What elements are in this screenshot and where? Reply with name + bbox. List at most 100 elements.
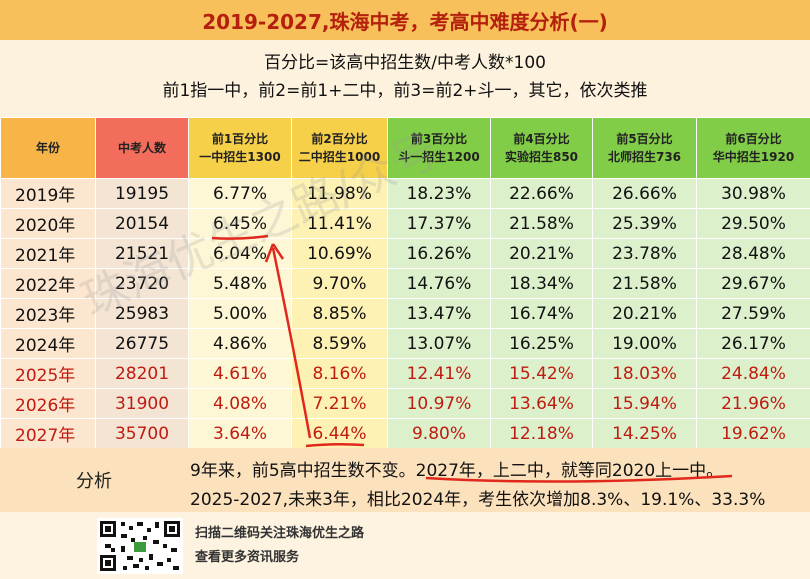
table-row: 2023年 25983 5.00% 8.85% 13.47% 16.74% 20… — [0, 298, 810, 329]
cell-percent: 19.00% — [592, 328, 697, 359]
cell-year: 2027年 — [0, 418, 96, 449]
table-row: 2019年 19195 6.77% 11.98% 18.23% 22.66% 2… — [0, 178, 810, 209]
analysis-label: 分析 — [76, 471, 112, 492]
formula-line-2: 前1指一中，前2=前1+二中，前3=前2+斗一，其它，依次类推 — [162, 81, 648, 101]
cell-percent: 20.21% — [592, 298, 697, 329]
cell-percent: 21.58% — [490, 208, 593, 239]
header-count: 中考人数 — [95, 117, 189, 179]
cell-percent: 13.64% — [490, 388, 593, 419]
cell-percent: 30.98% — [696, 178, 810, 209]
header-top3: 前3百分比 斗一招生1200 — [387, 117, 491, 179]
cell-count: 19195 — [95, 178, 189, 209]
qr-caption-line-2: 查看更多资讯服务 — [195, 550, 300, 565]
cell-year: 2020年 — [0, 208, 96, 239]
cell-percent: 9.70% — [291, 268, 388, 299]
cell-percent: 20.21% — [490, 238, 593, 269]
cell-count: 31900 — [95, 388, 189, 419]
formula-box: 百分比=该高中招生数/中考人数*100 前1指一中，前2=前1+二中，前3=前2… — [0, 40, 810, 117]
header-year: 年份 — [0, 117, 96, 179]
analysis-box: 分析 9年来，前5高中招生数不变。2027年，上二中，就等同2020上一中。 2… — [0, 448, 810, 512]
cell-percent: 11.98% — [291, 178, 388, 209]
cell-percent: 4.61% — [188, 358, 292, 389]
cell-percent: 6.04% — [188, 238, 292, 269]
cell-percent: 11.41% — [291, 208, 388, 239]
table-row: 2020年 20154 6.45% 11.41% 17.37% 21.58% 2… — [0, 208, 810, 239]
cell-count: 35700 — [95, 418, 189, 449]
cell-percent: 24.84% — [696, 358, 810, 389]
cell-percent: 6.45% — [188, 208, 292, 239]
header-top6: 前6百分比 华中招生1920 — [696, 117, 810, 179]
page-title: 2019-2027,珠海中考，考高中难度分析(一) — [0, 0, 810, 40]
cell-percent: 7.21% — [291, 388, 388, 419]
cell-count: 20154 — [95, 208, 189, 239]
cell-percent: 22.66% — [490, 178, 593, 209]
cell-percent: 21.58% — [592, 268, 697, 299]
cell-percent: 16.74% — [490, 298, 593, 329]
cell-percent: 5.48% — [188, 268, 292, 299]
qr-code-icon — [97, 518, 183, 574]
cell-year: 2025年 — [0, 358, 96, 389]
cell-percent: 15.94% — [592, 388, 697, 419]
table-row: 2027年 35700 3.64% 6.44% 9.80% 12.18% 14.… — [0, 418, 810, 449]
table-header-row: 年份 中考人数 前1百分比 一中招生1300 前2百分比 二中招生1000 前3百分… — [0, 117, 810, 179]
cell-percent: 26.17% — [696, 328, 810, 359]
cell-percent: 23.78% — [592, 238, 697, 269]
cell-percent: 8.16% — [291, 358, 388, 389]
cell-percent: 13.47% — [387, 298, 491, 329]
cell-percent: 16.25% — [490, 328, 593, 359]
cell-percent: 18.03% — [592, 358, 697, 389]
formula-line-1: 百分比=该高中招生数/中考人数*100 — [264, 53, 546, 73]
cell-year: 2021年 — [0, 238, 96, 269]
cell-percent: 29.50% — [696, 208, 810, 239]
table-row: 2021年 21521 6.04% 10.69% 16.26% 20.21% 2… — [0, 238, 810, 269]
cell-percent: 21.96% — [696, 388, 810, 419]
cell-percent: 4.08% — [188, 388, 292, 419]
cell-percent: 6.77% — [188, 178, 292, 209]
cell-percent: 9.80% — [387, 418, 491, 449]
cell-year: 2022年 — [0, 268, 96, 299]
cell-percent: 29.67% — [696, 268, 810, 299]
cell-percent: 17.37% — [387, 208, 491, 239]
cell-percent: 27.59% — [696, 298, 810, 329]
cell-percent: 10.97% — [387, 388, 491, 419]
cell-percent: 18.23% — [387, 178, 491, 209]
cell-percent: 8.59% — [291, 328, 388, 359]
table-row: 2025年 28201 4.61% 8.16% 12.41% 15.42% 18… — [0, 358, 810, 389]
table-row: 2026年 31900 4.08% 7.21% 10.97% 13.64% 15… — [0, 388, 810, 419]
cell-year: 2023年 — [0, 298, 96, 329]
cell-percent: 12.41% — [387, 358, 491, 389]
percentage-table: 年份 中考人数 前1百分比 一中招生1300 前2百分比 二中招生1000 前3百分… — [0, 117, 810, 449]
cell-percent: 14.76% — [387, 268, 491, 299]
cell-percent: 25.39% — [592, 208, 697, 239]
cell-percent: 15.42% — [490, 358, 593, 389]
cell-percent: 18.34% — [490, 268, 593, 299]
analysis-line-2: 2025-2027,未来3年，相比2024年，考生依次增加8.3%、19.1%、… — [190, 490, 766, 510]
table-row: 2022年 23720 5.48% 9.70% 14.76% 18.34% 21… — [0, 268, 810, 299]
cell-count: 23720 — [95, 268, 189, 299]
cell-count: 25983 — [95, 298, 189, 329]
header-top4: 前4百分比 实验招生850 — [490, 117, 593, 179]
cell-percent: 28.48% — [696, 238, 810, 269]
header-top5: 前5百分比 北师招生736 — [592, 117, 697, 179]
cell-percent: 13.07% — [387, 328, 491, 359]
cell-percent: 14.25% — [592, 418, 697, 449]
cell-percent: 5.00% — [188, 298, 292, 329]
cell-year: 2026年 — [0, 388, 96, 419]
cell-percent: 16.26% — [387, 238, 491, 269]
cell-percent: 10.69% — [291, 238, 388, 269]
cell-count: 21521 — [95, 238, 189, 269]
cell-year: 2024年 — [0, 328, 96, 359]
cell-percent: 26.66% — [592, 178, 697, 209]
cell-count: 26775 — [95, 328, 189, 359]
cell-percent: 3.64% — [188, 418, 292, 449]
cell-year: 2019年 — [0, 178, 96, 209]
cell-percent: 8.85% — [291, 298, 388, 329]
qr-caption-line-1: 扫描二维码关注珠海优生之路 — [195, 526, 365, 541]
cell-percent: 4.86% — [188, 328, 292, 359]
header-top2: 前2百分比 二中招生1000 — [291, 117, 388, 179]
table-row: 2024年 26775 4.86% 8.59% 13.07% 16.25% 19… — [0, 328, 810, 359]
header-top1: 前1百分比 一中招生1300 — [188, 117, 292, 179]
cell-count: 28201 — [95, 358, 189, 389]
cell-percent: 19.62% — [696, 418, 810, 449]
cell-percent: 12.18% — [490, 418, 593, 449]
